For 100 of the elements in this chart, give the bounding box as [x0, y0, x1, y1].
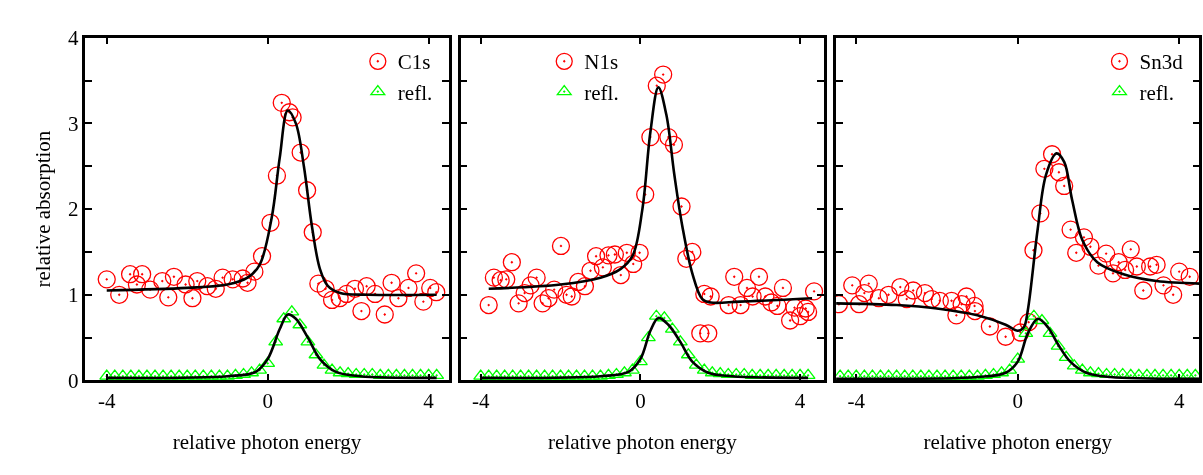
point [719, 295, 738, 315]
point [1042, 145, 1062, 164]
point [1115, 260, 1135, 280]
point [855, 283, 874, 303]
point [672, 197, 691, 216]
point [712, 366, 728, 378]
point [632, 354, 648, 366]
point [659, 127, 678, 147]
point [942, 291, 961, 310]
point [213, 268, 232, 287]
point [330, 289, 349, 308]
y-tick-label: 2 [67, 197, 79, 222]
point [1141, 257, 1160, 276]
point [1164, 285, 1183, 304]
point [593, 258, 613, 277]
point [575, 277, 595, 296]
point [533, 294, 552, 313]
point [1031, 204, 1050, 223]
point [611, 265, 630, 285]
point [545, 280, 564, 299]
point [780, 311, 800, 330]
point [756, 287, 775, 306]
point [97, 270, 116, 289]
point [1115, 367, 1131, 379]
y-axis-title: relative absorption [31, 130, 56, 288]
point [365, 284, 385, 304]
point [389, 289, 408, 308]
point [252, 247, 272, 266]
point [183, 289, 202, 308]
point [965, 296, 984, 316]
point [188, 271, 207, 291]
point [283, 108, 302, 127]
point [785, 298, 804, 317]
legend-label: refl. [397, 80, 433, 105]
x-axis-title: relative photon energy [548, 429, 738, 454]
point [1180, 267, 1199, 286]
point [1147, 255, 1166, 274]
y-tick-label: 3 [67, 111, 79, 136]
point [238, 273, 257, 292]
point [980, 317, 1000, 336]
x-tick-label: 4 [794, 389, 806, 414]
point [930, 291, 949, 310]
point [562, 287, 581, 306]
point [357, 277, 376, 296]
point [599, 246, 618, 265]
point [479, 295, 498, 315]
point [608, 367, 625, 379]
x-tick-label: 0 [635, 389, 646, 414]
point [521, 276, 540, 295]
point [272, 93, 291, 112]
point [382, 273, 401, 292]
point [348, 367, 364, 379]
point [291, 143, 310, 162]
point [309, 274, 328, 293]
point [515, 283, 534, 303]
point [1074, 228, 1094, 247]
point [957, 287, 976, 306]
point [798, 302, 818, 322]
point [695, 284, 714, 304]
point [737, 278, 757, 298]
legend-label: refl. [584, 80, 619, 105]
point [636, 185, 655, 204]
point [1107, 367, 1123, 379]
point [322, 290, 342, 310]
point [1089, 256, 1108, 275]
point [233, 269, 252, 288]
point [1134, 281, 1153, 300]
point [399, 278, 418, 298]
x-axis-title: relative photon energy [172, 429, 362, 454]
point [624, 254, 643, 274]
point [617, 243, 636, 262]
point [985, 367, 1002, 379]
point [316, 279, 335, 298]
point [557, 285, 576, 304]
y-tick-label: 0 [67, 368, 79, 393]
point [630, 243, 649, 262]
point [1081, 237, 1100, 256]
point [915, 283, 935, 303]
legend-label: refl. [1139, 80, 1174, 105]
y-tick-label: 1 [67, 283, 79, 308]
point [790, 307, 810, 326]
point [527, 268, 546, 287]
point [1127, 257, 1146, 276]
point [414, 292, 433, 311]
point [691, 324, 710, 343]
point [768, 296, 787, 316]
point [749, 267, 769, 286]
point [421, 278, 440, 298]
point [539, 289, 558, 308]
point [796, 299, 815, 318]
x-tick-label: 0 [1012, 389, 1023, 414]
point [965, 301, 985, 321]
point [352, 301, 371, 321]
point [762, 293, 781, 312]
point [176, 275, 195, 294]
point [677, 249, 696, 268]
point [551, 236, 571, 256]
point [869, 289, 889, 308]
point [1055, 176, 1074, 196]
point [891, 277, 910, 297]
